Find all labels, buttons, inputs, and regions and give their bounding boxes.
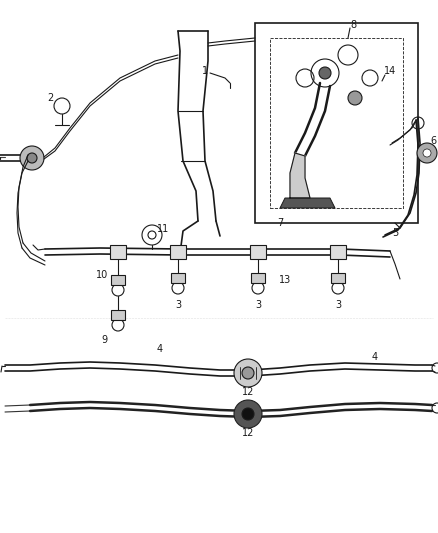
Text: 3: 3	[255, 300, 261, 310]
Text: 12: 12	[242, 428, 254, 438]
Bar	[110, 245, 126, 259]
Bar	[111, 275, 125, 285]
Circle shape	[348, 91, 362, 105]
Bar	[251, 273, 265, 283]
Circle shape	[234, 359, 262, 387]
Text: 12: 12	[242, 387, 254, 397]
Polygon shape	[280, 198, 335, 208]
Bar	[330, 245, 346, 259]
Text: 3: 3	[335, 300, 341, 310]
Text: 10: 10	[96, 270, 108, 280]
Text: 11: 11	[157, 224, 169, 234]
Bar	[171, 273, 185, 283]
Text: 8: 8	[350, 20, 356, 30]
Circle shape	[20, 146, 44, 170]
Circle shape	[417, 143, 437, 163]
Circle shape	[242, 367, 254, 379]
Text: 5: 5	[392, 228, 398, 238]
Circle shape	[319, 67, 331, 79]
Text: 13: 13	[279, 275, 291, 285]
Bar	[170, 245, 186, 259]
Text: 4: 4	[372, 352, 378, 362]
Bar	[331, 273, 345, 283]
Circle shape	[423, 149, 431, 157]
Circle shape	[27, 153, 37, 163]
Text: 1: 1	[202, 66, 208, 76]
Polygon shape	[290, 153, 310, 198]
Bar	[270, 38, 403, 208]
Text: 9: 9	[102, 335, 108, 345]
Text: 14: 14	[384, 66, 396, 76]
Text: 6: 6	[430, 136, 436, 146]
Text: 3: 3	[175, 300, 181, 310]
Text: 4: 4	[157, 344, 163, 354]
Bar	[250, 245, 266, 259]
Circle shape	[242, 408, 254, 420]
Text: 2: 2	[47, 93, 53, 103]
Text: 7: 7	[277, 218, 283, 228]
Circle shape	[234, 400, 262, 428]
Bar	[255, 23, 418, 223]
Bar	[111, 310, 125, 320]
